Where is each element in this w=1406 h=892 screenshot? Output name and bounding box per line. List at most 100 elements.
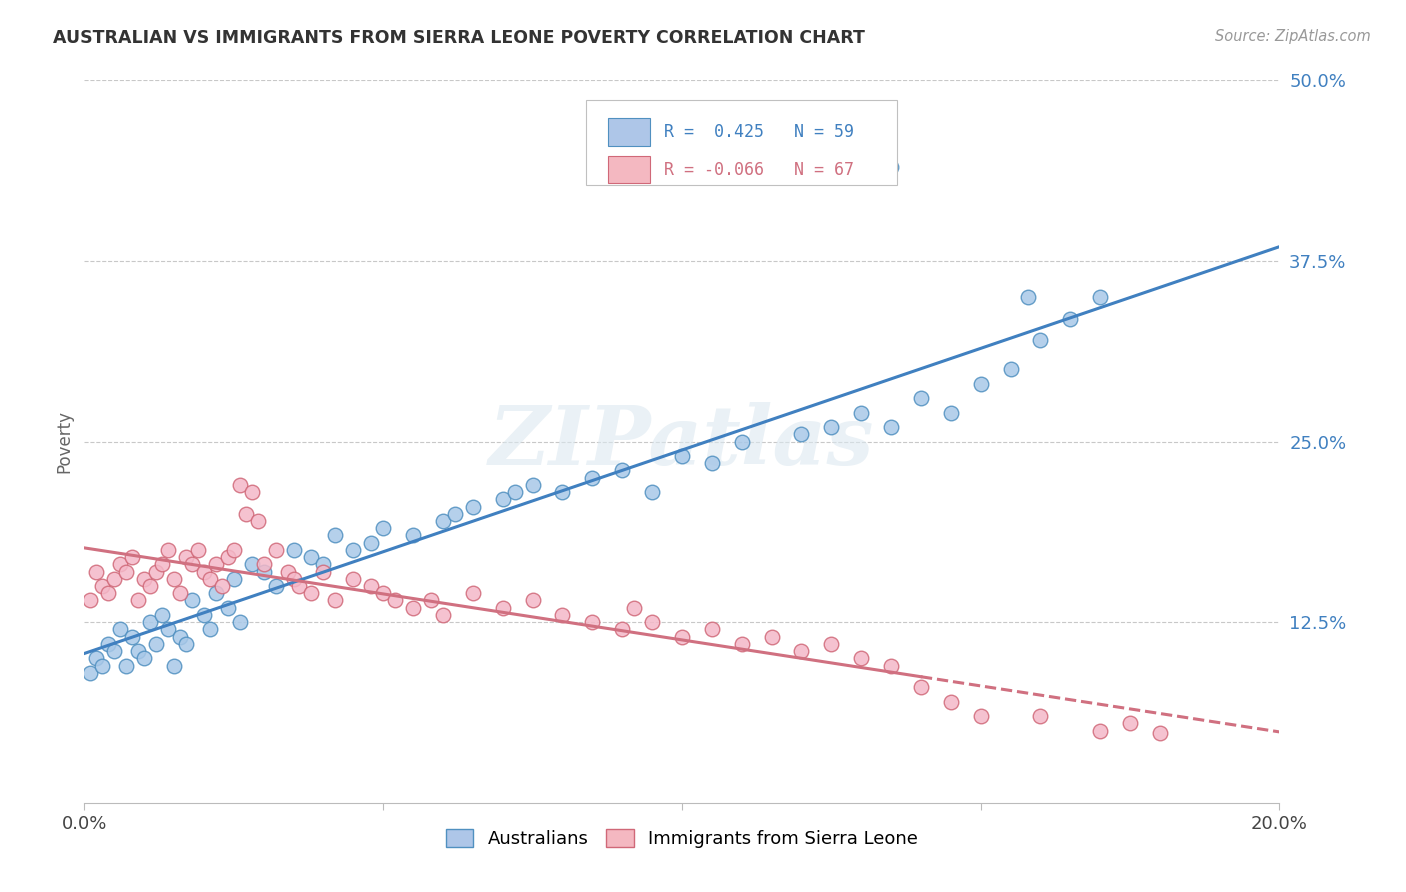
Point bbox=[641, 485, 664, 500]
Point bbox=[228, 615, 252, 630]
Point bbox=[150, 607, 173, 622]
Point bbox=[246, 514, 269, 528]
Point bbox=[163, 658, 186, 673]
Point bbox=[880, 420, 903, 434]
FancyBboxPatch shape bbox=[586, 100, 897, 185]
Point bbox=[127, 593, 149, 607]
Point bbox=[110, 623, 132, 637]
Point bbox=[79, 665, 101, 680]
Point bbox=[641, 615, 664, 630]
Point bbox=[181, 593, 204, 607]
Point bbox=[1018, 290, 1040, 304]
Point bbox=[97, 586, 120, 600]
Point bbox=[86, 651, 108, 665]
Point bbox=[127, 644, 149, 658]
Point bbox=[360, 579, 382, 593]
Point bbox=[139, 579, 162, 593]
Point bbox=[174, 550, 197, 565]
Point bbox=[1000, 362, 1022, 376]
Point bbox=[132, 651, 156, 665]
Point bbox=[157, 542, 180, 557]
Point bbox=[402, 600, 425, 615]
Point bbox=[373, 586, 395, 600]
Point bbox=[342, 542, 364, 557]
Point bbox=[700, 623, 723, 637]
Point bbox=[373, 521, 395, 535]
Point bbox=[880, 658, 903, 673]
Point bbox=[174, 637, 197, 651]
Point bbox=[277, 565, 299, 579]
Point bbox=[880, 160, 903, 174]
Point bbox=[205, 586, 228, 600]
Point bbox=[612, 463, 634, 477]
Point bbox=[222, 542, 245, 557]
Point bbox=[820, 420, 842, 434]
Point bbox=[301, 550, 323, 565]
Point bbox=[939, 406, 962, 420]
Point bbox=[253, 565, 276, 579]
Point bbox=[163, 572, 186, 586]
Point bbox=[522, 593, 544, 607]
Point bbox=[492, 600, 515, 615]
Point bbox=[235, 507, 257, 521]
Point bbox=[790, 644, 813, 658]
Point bbox=[103, 644, 125, 658]
Point bbox=[551, 485, 574, 500]
Point bbox=[312, 558, 335, 572]
Point bbox=[1059, 311, 1081, 326]
Point bbox=[522, 478, 544, 492]
Point bbox=[384, 593, 406, 607]
Point bbox=[181, 558, 204, 572]
Point bbox=[150, 558, 173, 572]
Point bbox=[970, 709, 993, 723]
Point bbox=[253, 558, 276, 572]
Point bbox=[193, 565, 215, 579]
Text: Source: ZipAtlas.com: Source: ZipAtlas.com bbox=[1215, 29, 1371, 44]
Point bbox=[761, 630, 783, 644]
Point bbox=[851, 406, 873, 420]
Point bbox=[820, 637, 842, 651]
Point bbox=[325, 593, 347, 607]
Point bbox=[301, 586, 323, 600]
Point bbox=[86, 565, 108, 579]
Point bbox=[222, 572, 245, 586]
Text: R =  0.425   N = 59: R = 0.425 N = 59 bbox=[664, 123, 853, 141]
Point bbox=[851, 651, 873, 665]
Legend: Australians, Immigrants from Sierra Leone: Australians, Immigrants from Sierra Leon… bbox=[439, 822, 925, 855]
Point bbox=[211, 579, 233, 593]
Point bbox=[432, 514, 454, 528]
Point bbox=[198, 623, 221, 637]
Point bbox=[110, 558, 132, 572]
Point bbox=[288, 579, 311, 593]
Point bbox=[1149, 726, 1171, 740]
Point bbox=[139, 615, 162, 630]
Point bbox=[91, 579, 114, 593]
Point bbox=[205, 558, 228, 572]
Point bbox=[1029, 709, 1052, 723]
Point bbox=[503, 485, 526, 500]
Point bbox=[360, 535, 382, 549]
Point bbox=[700, 456, 723, 470]
Point bbox=[1090, 723, 1112, 738]
Point bbox=[461, 500, 484, 514]
Text: ZIPatlas: ZIPatlas bbox=[489, 401, 875, 482]
Point bbox=[444, 507, 467, 521]
Point bbox=[1119, 716, 1142, 731]
Point bbox=[121, 550, 143, 565]
Point bbox=[342, 572, 364, 586]
Point bbox=[325, 528, 347, 542]
Point bbox=[910, 391, 932, 405]
Point bbox=[671, 630, 693, 644]
Text: AUSTRALIAN VS IMMIGRANTS FROM SIERRA LEONE POVERTY CORRELATION CHART: AUSTRALIAN VS IMMIGRANTS FROM SIERRA LEO… bbox=[53, 29, 865, 46]
Point bbox=[461, 586, 484, 600]
Point bbox=[264, 579, 287, 593]
Point bbox=[187, 542, 209, 557]
Point bbox=[612, 623, 634, 637]
Point bbox=[551, 607, 574, 622]
Point bbox=[115, 658, 138, 673]
Point bbox=[623, 600, 645, 615]
Point bbox=[97, 637, 120, 651]
Point bbox=[264, 542, 287, 557]
Point bbox=[145, 637, 167, 651]
Point bbox=[145, 565, 167, 579]
